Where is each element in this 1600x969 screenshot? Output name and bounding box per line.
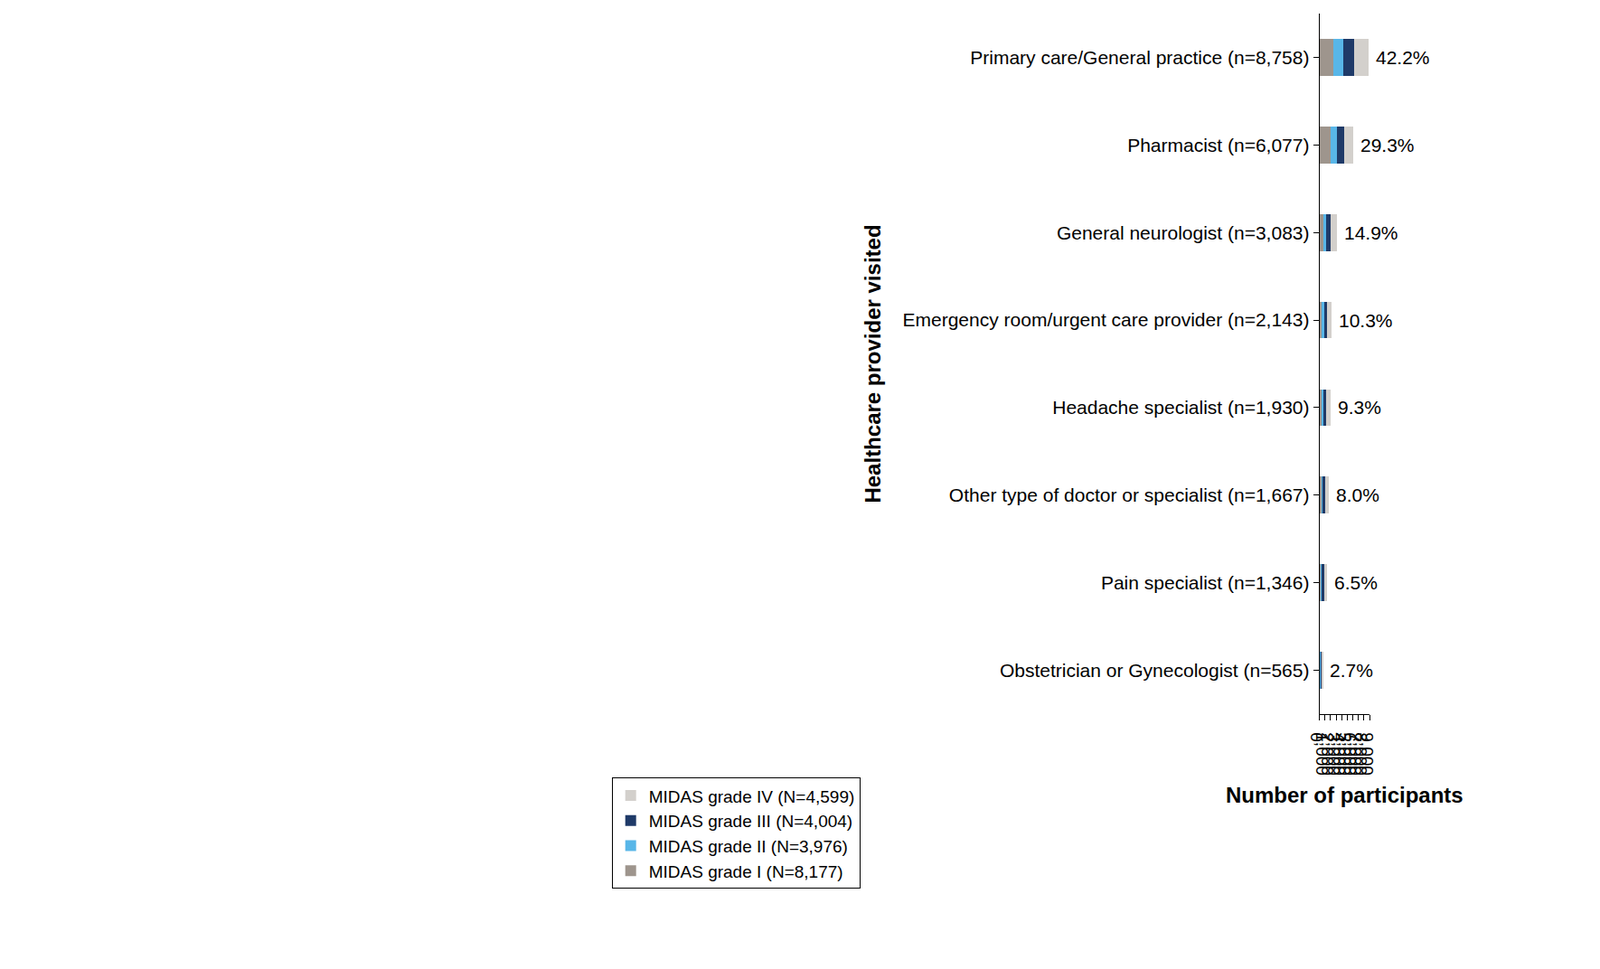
svg-text:MIDAS grade II (N=3,976): MIDAS grade II (N=3,976) <box>649 837 848 857</box>
svg-text:Number of participants: Number of participants <box>1225 782 1464 808</box>
svg-text:6.5%: 6.5% <box>1334 572 1378 593</box>
svg-text:3,000: 3,000 <box>1324 732 1344 776</box>
svg-text:2.7%: 2.7% <box>1329 659 1374 681</box>
svg-text:Primary care/General practice: Primary care/General practice (n=8,758) <box>969 47 1309 68</box>
svg-text:6,000: 6,000 <box>1340 732 1360 776</box>
svg-text:8.0%: 8.0% <box>1336 484 1380 506</box>
svg-text:MIDAS grade III (N=4,004): MIDAS grade III (N=4,004) <box>649 811 853 831</box>
svg-text:1,000: 1,000 <box>1312 732 1332 776</box>
svg-text:General neurologist (n=3,083): General neurologist (n=3,083) <box>1056 222 1310 244</box>
svg-text:Other type of doctor or specia: Other type of doctor or specialist (n=1,… <box>949 484 1310 506</box>
svg-text:Healthcare provider visited: Healthcare provider visited <box>860 224 885 503</box>
svg-text:MIDAS grade IV (N=4,599): MIDAS grade IV (N=4,599) <box>649 787 856 807</box>
svg-text:29.3%: 29.3% <box>1360 134 1415 156</box>
svg-text:5,000: 5,000 <box>1335 732 1355 776</box>
svg-text:Obstetrician or Gynecologist (: Obstetrician or Gynecologist (n=565) <box>999 659 1310 681</box>
svg-text:14.9%: 14.9% <box>1344 222 1399 244</box>
svg-text:0: 0 <box>1307 732 1327 743</box>
svg-text:42.2%: 42.2% <box>1375 47 1431 68</box>
svg-text:2,000: 2,000 <box>1317 732 1337 776</box>
svg-text:4,000: 4,000 <box>1329 732 1349 776</box>
svg-text:Headache specialist (n=1,930): Headache specialist (n=1,930) <box>1052 396 1309 418</box>
svg-text:MIDAS grade I (N=8,177): MIDAS grade I (N=8,177) <box>649 862 844 882</box>
svg-text:9.3%: 9.3% <box>1337 396 1382 418</box>
svg-text:Pharmacist (n=6,077): Pharmacist (n=6,077) <box>1127 134 1309 156</box>
svg-text:9,000: 9,000 <box>1357 732 1377 776</box>
svg-text:8,000: 8,000 <box>1351 732 1371 776</box>
svg-text:10.3%: 10.3% <box>1338 310 1393 331</box>
svg-text:Pain specialist (n=1,346): Pain specialist (n=1,346) <box>1101 572 1310 593</box>
svg-text:7,000: 7,000 <box>1345 732 1365 776</box>
svg-text:Emergency room/urgent care pro: Emergency room/urgent care provider (n=2… <box>903 309 1310 330</box>
